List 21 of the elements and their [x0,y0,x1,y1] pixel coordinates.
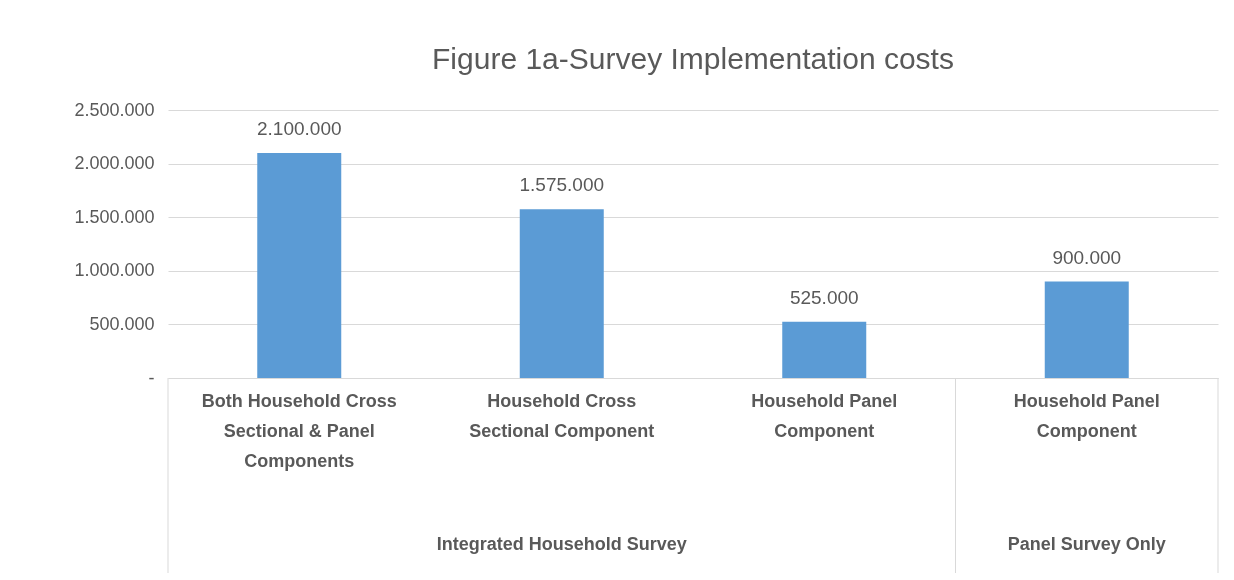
data-label: 900.000 [1052,246,1122,268]
x-tick-label: Household Panel Component [751,390,898,441]
x-tick-label: Household Panel Component [1013,390,1160,441]
y-tick-label: - [148,367,155,388]
text: Integrated Household Survey [436,534,687,554]
bar [1044,281,1129,378]
y-tick-label: 1.000.000 [74,260,155,281]
bar [782,321,867,378]
bar [519,209,604,378]
text: Panel Survey Only [1007,534,1166,554]
y-tick-label: 500.000 [89,313,155,334]
y-tick-label: 1.500.000 [74,206,155,227]
data-label: 525.000 [789,286,859,308]
y-tick-label: 2.000.000 [74,153,155,174]
chart-title: Figure 1a-Survey Implementation costs [432,42,954,75]
data-label: 1.575.000 [519,174,605,196]
data-label: 2.100.000 [256,117,342,139]
x-tick-label: Household Cross Sectional Component [469,390,655,441]
x-tick-label: Both Household Cross Sectional & Panel Components [201,390,397,471]
bar [257,152,342,378]
y-tick-label: 2.500.000 [74,99,155,120]
